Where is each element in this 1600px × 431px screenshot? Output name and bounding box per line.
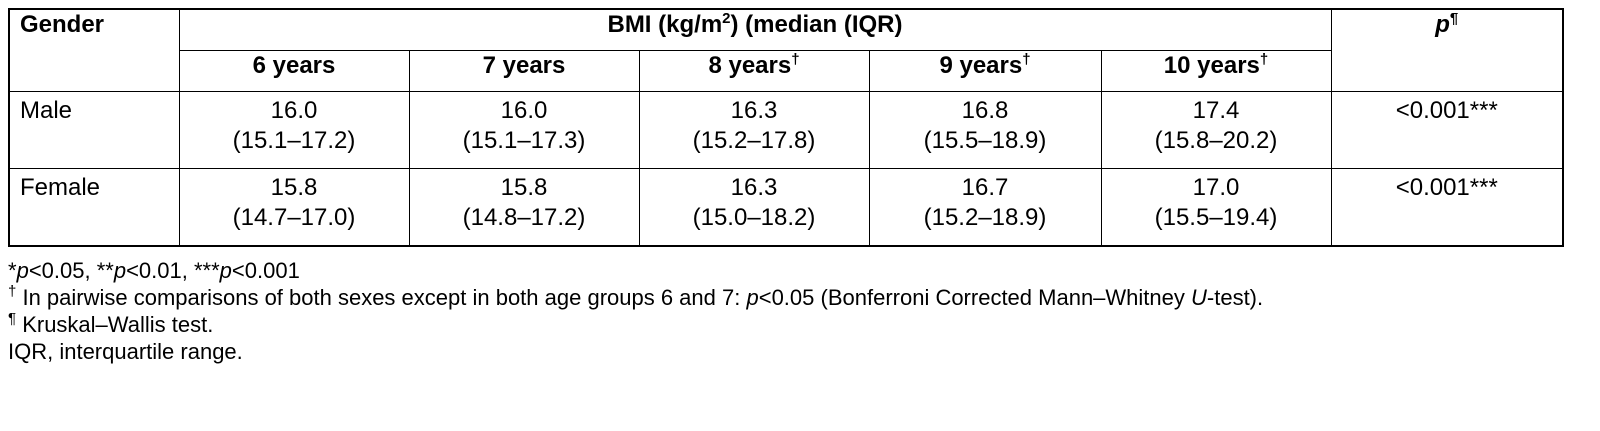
superscript: 2 xyxy=(722,10,731,27)
header-cell: p¶ xyxy=(1330,8,1564,92)
header-text: 9 years xyxy=(939,52,1023,79)
cell: 17.0 (15.5–19.4) xyxy=(1100,168,1332,247)
text: -test). xyxy=(1206,285,1264,310)
text: <0.05, ** xyxy=(28,258,114,283)
cell: <0.001*** xyxy=(1330,91,1564,169)
header-cell: Gender xyxy=(8,8,180,92)
header-text: BMI (kg/m xyxy=(607,11,723,38)
header-row: 6 years 7 years 8 years† 9 years† 10 years† xyxy=(9,50,1563,92)
text: <0.01, *** xyxy=(126,258,220,283)
iqr: (15.2–18.9) xyxy=(923,204,1047,231)
median: 16.8 xyxy=(961,97,1009,124)
header-text: 8 years xyxy=(708,52,792,79)
superscript: † xyxy=(791,51,800,68)
iqr: (15.1–17.3) xyxy=(462,127,586,154)
gender: Male xyxy=(20,97,73,124)
text: <0.001 xyxy=(231,258,300,283)
iqr: (15.2–17.8) xyxy=(692,127,816,154)
header-cell: BMI (kg/m2) (median (IQR) xyxy=(178,8,1332,51)
iqr: (15.5–18.9) xyxy=(923,127,1047,154)
superscript: † xyxy=(1259,51,1269,68)
p-value: <0.001*** xyxy=(1395,97,1498,124)
footnote: ¶ Kruskal–Wallis test. xyxy=(8,311,1562,338)
cell: 17.4 (15.8–20.2) xyxy=(1100,91,1332,169)
superscript: † xyxy=(8,283,17,300)
text: In pairwise comparisons of both sexes ex… xyxy=(22,285,747,310)
iqr: (15.5–19.4) xyxy=(1154,204,1278,231)
median: 15.8 xyxy=(500,174,548,201)
cell: 16.7 (15.2–18.9) xyxy=(868,168,1102,247)
cell: 16.0 (15.1–17.2) xyxy=(178,91,410,169)
header-text: 7 years xyxy=(482,52,566,79)
data-row: Female 15.8 (14.7–17.0) 15.8 (14.8–17.2) 16.3… xyxy=(8,168,1564,247)
header-text: 6 years xyxy=(252,52,336,79)
page: Gender BMI (kg/m2) (median (IQR) p¶ 6 ye… xyxy=(8,8,1564,365)
median: 16.3 xyxy=(730,97,778,124)
header-cell: 8 years† xyxy=(638,50,870,92)
median: 16.0 xyxy=(500,97,548,124)
text: Kruskal–Wallis test. xyxy=(22,312,214,337)
text: p xyxy=(746,285,759,310)
header-cell: 9 years† xyxy=(868,50,1102,92)
footnote: *p<0.05, **p<0.01, ***p<0.001 xyxy=(8,257,1562,284)
cell: 16.0 (15.1–17.3) xyxy=(408,91,640,169)
median: 16.7 xyxy=(961,174,1009,201)
median: 16.3 xyxy=(730,174,778,201)
header-row: Gender BMI (kg/m2) (median (IQR) p¶ xyxy=(8,8,1564,92)
table-body: Male 16.0 (15.1–17.2) 16.0 (15.1–17.3) 16.3 (1… xyxy=(8,91,1564,247)
cell: 16.8 (15.5–18.9) xyxy=(868,91,1102,169)
median: 15.8 xyxy=(270,174,318,201)
cell: 15.8 (14.7–17.0) xyxy=(178,168,410,247)
text: IQR, interquartile range. xyxy=(8,339,243,364)
header-text: 10 years xyxy=(1163,52,1260,79)
p-value: <0.001*** xyxy=(1395,174,1498,201)
median: 17.0 xyxy=(1192,174,1240,201)
cell: 16.3 (15.2–17.8) xyxy=(638,91,870,169)
data-row: Male 16.0 (15.1–17.2) 16.0 (15.1–17.3) 16.3 (1… xyxy=(8,91,1564,169)
header-cell: 7 years xyxy=(408,50,640,92)
text: <0.05 (Bonferroni Corrected Mann–Whitney xyxy=(758,285,1191,310)
cell: 16.3 (15.0–18.2) xyxy=(638,168,870,247)
superscript: † xyxy=(1022,51,1031,68)
median: 17.4 xyxy=(1192,97,1240,124)
footnotes: *p<0.05, **p<0.01, ***p<0.001 † In pairw… xyxy=(8,257,1562,365)
text: U xyxy=(1191,285,1207,310)
iqr: (15.0–18.2) xyxy=(692,204,816,231)
header-text: p xyxy=(1435,11,1450,38)
iqr: (14.8–17.2) xyxy=(462,204,586,231)
bmi-table: Gender BMI (kg/m2) (median (IQR) p¶ 6 ye… xyxy=(8,8,1564,247)
text: * xyxy=(8,258,17,283)
gender: Female xyxy=(20,174,101,201)
iqr: (15.1–17.2) xyxy=(232,127,356,154)
text: p xyxy=(113,258,127,283)
text: p xyxy=(219,258,232,283)
text: p xyxy=(16,258,29,283)
footnote: † In pairwise comparisons of both sexes … xyxy=(8,284,1538,311)
footnote: IQR, interquartile range. xyxy=(8,338,1562,365)
iqr: (15.8–20.2) xyxy=(1154,127,1278,154)
header-cell: 10 years† xyxy=(1100,50,1332,92)
cell: 15.8 (14.8–17.2) xyxy=(408,168,640,247)
median: 16.0 xyxy=(270,97,318,124)
superscript: ¶ xyxy=(8,310,17,327)
header-text: ) (median (IQR) xyxy=(730,11,903,38)
header-text: Gender xyxy=(20,11,105,38)
cell: Female xyxy=(8,168,180,247)
header-cell: 6 years xyxy=(178,50,410,92)
cell: <0.001*** xyxy=(1330,168,1564,247)
iqr: (14.7–17.0) xyxy=(232,204,356,231)
superscript: ¶ xyxy=(1449,10,1459,27)
cell: Male xyxy=(8,91,180,169)
